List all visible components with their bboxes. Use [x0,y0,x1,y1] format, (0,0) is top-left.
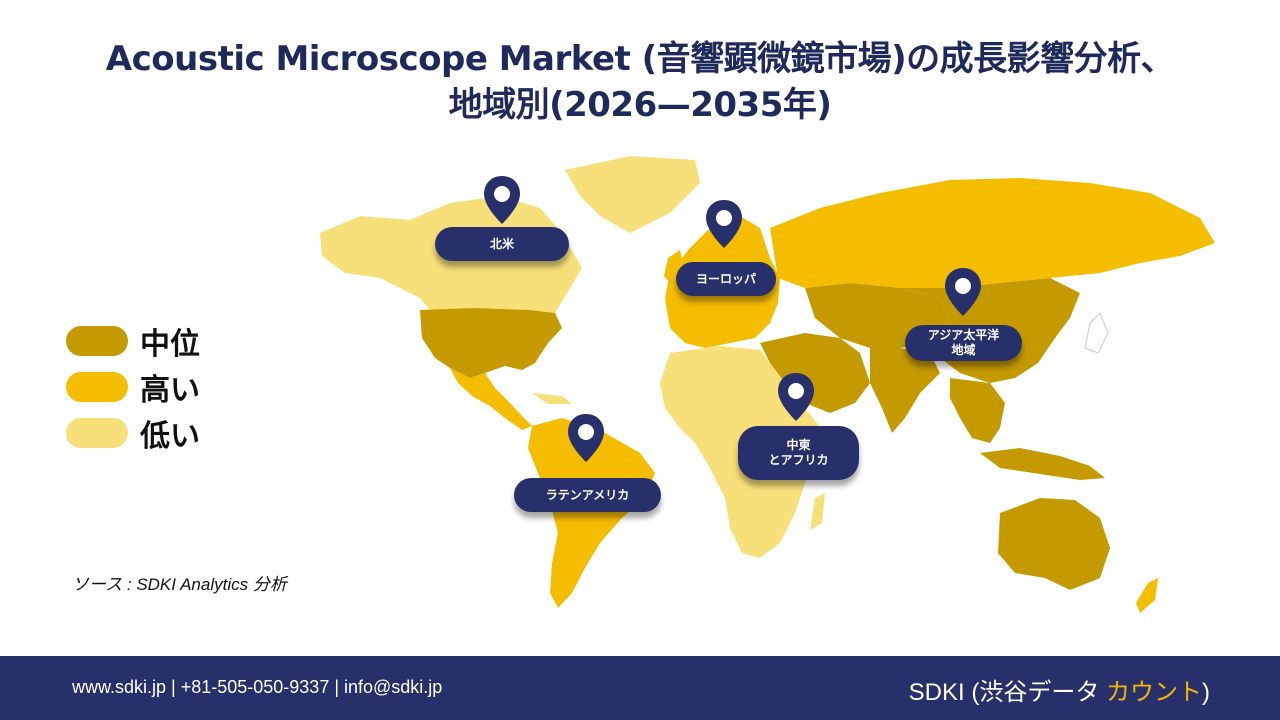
legend-label-medium: 中位 [140,327,200,362]
legend: 中位 高い 低い [66,318,200,456]
indonesia-shape [980,448,1105,480]
world-map-svg [320,156,1215,613]
legend-label-low: 低い [140,419,200,454]
asia-pacific-pin-icon [945,268,981,316]
source-note: ソース : SDKI Analytics 分析 [72,575,287,594]
footer-bar: www.sdki.jp | +81-505-050-9337 | info@sd… [0,656,1280,720]
region-label-middle-east-africa[interactable]: 中東 とアフリカ [738,426,859,480]
mexico-shape [450,368,532,430]
legend-swatch-high [66,372,128,402]
legend-label-high: 高い [140,373,200,408]
legend-swatch-low [66,418,128,448]
legend-item-medium: 中位 [66,318,200,364]
madagascar-shape [810,493,825,530]
region-label-north-america[interactable]: 北米 [435,227,569,261]
title-line-2: 地域別(2026—2035年) [448,85,832,125]
australia-shape [998,498,1110,590]
japan-shape [1084,312,1109,354]
russia-shape [770,178,1215,288]
title-line-1: Acoustic Microscope Market (音響顕微鏡市場)の成長影… [105,39,1175,79]
southeast-asia-shape [950,378,1005,443]
new-zealand-shape [1136,578,1158,613]
middle-east-shape [760,333,870,413]
footer-brand-suffix: ) [1202,679,1210,706]
footer-brand: SDKI (渋谷データ カウント) [909,672,1210,707]
europe-pin-icon [706,200,742,248]
region-label-asia-pacific[interactable]: アジア太平洋 地域 [905,325,1022,361]
page-title: Acoustic Microscope Market (音響顕微鏡市場)の成長影… [40,36,1240,128]
south-america-shape [528,418,655,608]
footer-brand-accent: カウント [1106,679,1202,706]
legend-item-low: 低い [66,410,200,456]
region-label-latin-america[interactable]: ラテンアメリカ [514,478,661,512]
india-shape [870,348,940,433]
region-label-europe[interactable]: ヨーロッパ [676,262,776,296]
north-america-pin-icon [484,176,520,224]
middle-east-africa-pin-icon [778,373,814,421]
footer-contact[interactable]: www.sdki.jp | +81-505-050-9337 | info@sd… [72,677,443,697]
legend-swatch-medium [66,326,128,356]
footer-brand-prefix: SDKI (渋谷データ [908,679,1106,706]
world-map [300,138,1230,628]
latin-america-pin-icon [568,414,604,462]
greenland-shape [565,156,700,233]
caribbean-shape [532,393,572,404]
legend-item-high: 高い [66,364,200,410]
usa-shape [420,308,562,378]
